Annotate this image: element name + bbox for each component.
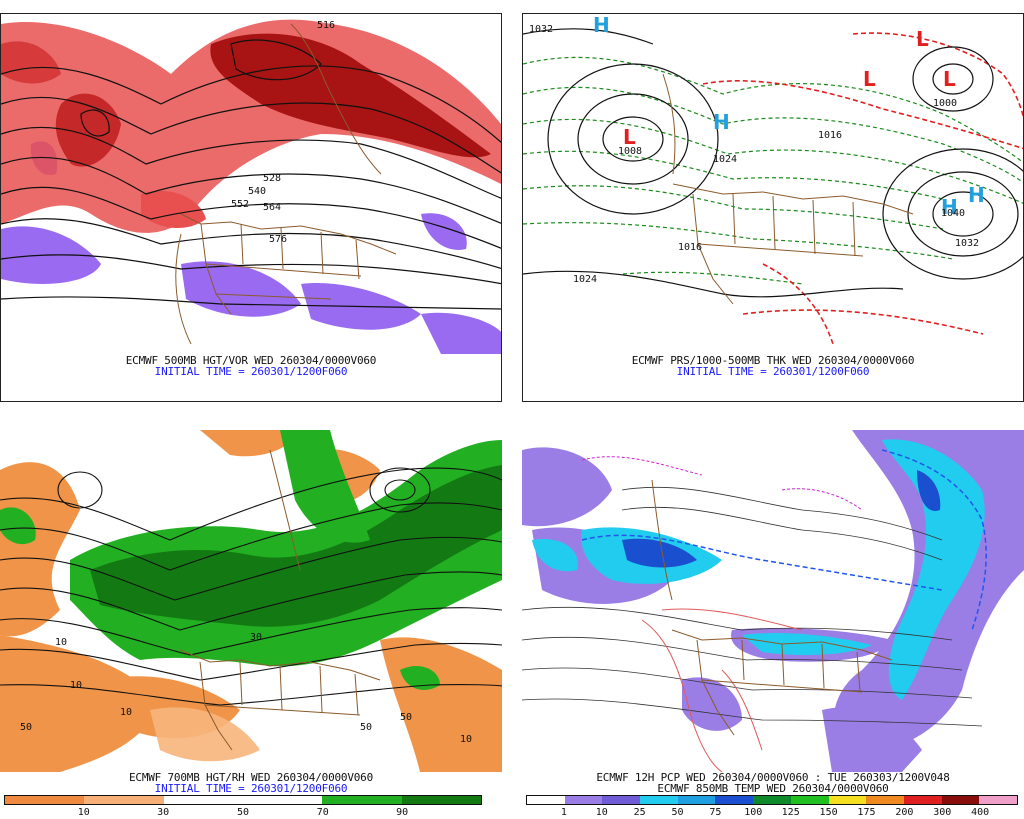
svg-text:10: 10 (70, 680, 82, 691)
panel-caption-init: INITIAL TIME = 260301/1200F060 (154, 365, 348, 378)
pressure-centers: H H H H L L L L (593, 14, 985, 219)
colorbar-label: 10 (595, 807, 608, 818)
panel-caption-title: ECMWF 700MB HGT/RH WED 260304/0000V060 (128, 771, 374, 784)
colorbar-label: 30 (157, 807, 170, 818)
panel-caption-init: INITIAL TIME = 260301/1200F060 (154, 782, 348, 795)
panel-caption-title: ECMWF 500MB HGT/VOR WED 260304/0000V060 (125, 354, 377, 367)
map-700mb-rh: 10 10 50 50 10 30 50 10 (0, 430, 502, 772)
colorbar-label: 70 (316, 807, 329, 818)
panel-pcp-850mb-temp: ECMWF 12H PCP WED 260304/0000V060 : TUE … (522, 430, 1024, 819)
isobar-label: 1008 (618, 146, 642, 157)
colorbar-label: 175 (857, 807, 876, 818)
map-mslp-thickness: H H H H L L L L 1032 1024 1016 1008 1000… (523, 14, 1023, 354)
freezing-line (581, 456, 863, 511)
political-borders (175, 23, 397, 345)
political-borders (179, 449, 381, 751)
colorbar-label: 90 (396, 807, 409, 818)
contour-label: 516 (317, 20, 335, 31)
colorbar-label: 300 (933, 807, 952, 818)
precip-colorbar-labels: 1 10 25 50 75 100 125 150 175 200 300 40… (526, 807, 1018, 819)
political-borders (662, 73, 914, 305)
colorbar-label: 50 (671, 807, 684, 818)
svg-text:50: 50 (360, 722, 372, 733)
colorbar-label: 1 (560, 807, 567, 818)
temperature-contours (522, 486, 983, 727)
colorbar-label: 50 (236, 807, 250, 818)
svg-text:30: 30 (250, 632, 262, 643)
contour-labels: 516 528 540 552 564 576 (231, 20, 335, 245)
isobar-label: 1000 (933, 98, 957, 109)
colorbar-label: 200 (895, 807, 914, 818)
panel-700mb-hgt-rh: 10 10 50 50 10 30 50 10 ECMWF 700MB HGT/RH WE… (0, 430, 502, 819)
map-precip-850mb-temp (522, 430, 1024, 772)
contour-label: 576 (269, 234, 287, 245)
isobar-label: 1024 (713, 154, 737, 165)
low-pressure-center: L (623, 125, 636, 149)
precip-heavy-areas (622, 470, 941, 568)
contour-label: 528 (263, 173, 281, 184)
height-contours (0, 467, 502, 706)
panel-500mb-hgt-vor: 516 528 540 552 564 576 ECMWF 500MB HGT/… (0, 13, 502, 402)
height-contours (1, 39, 501, 310)
precip-colorbar (526, 795, 1018, 805)
isobar-label: 1040 (941, 208, 965, 219)
colorbar-label: 150 (819, 807, 838, 818)
temperature-contours-warm (641, 608, 803, 772)
temperature-contours-cold (581, 449, 987, 631)
low-pressure-center: L (943, 67, 956, 91)
isobar-label: 1016 (818, 130, 842, 141)
map-500mb-vorticity: 516 528 540 552 564 576 (1, 14, 501, 354)
colorbar-label: 75 (709, 807, 722, 818)
high-pressure-center: H (713, 110, 730, 134)
isobar-labels: 1032 1024 1016 1008 1000 1040 1032 1024 … (529, 24, 979, 285)
panel-caption-init: INITIAL TIME = 260301/1200F060 (676, 365, 870, 378)
svg-text:10: 10 (120, 707, 132, 718)
colorbar-label: 125 (781, 807, 800, 818)
thickness-contours-cold (523, 56, 1023, 285)
panel-caption-subtitle: ECMWF 850MB TEMP WED 260304/0000V060 (657, 782, 889, 795)
high-pressure-center: H (968, 183, 985, 207)
isobar-label: 1016 (678, 242, 702, 253)
colorbar-label: 100 (744, 807, 763, 818)
low-pressure-center: L (863, 67, 876, 91)
colorbar-label: 400 (971, 807, 990, 818)
panel-caption-title: ECMWF PRS/1000-500MB THK WED 260304/0000… (631, 354, 915, 367)
isobar-label: 1032 (529, 24, 553, 35)
svg-text:50: 50 (400, 712, 412, 723)
high-pressure-center: H (941, 195, 958, 219)
contour-label: 564 (263, 202, 281, 213)
rh-colorbar (4, 795, 482, 805)
high-pressure-center: H (593, 14, 610, 37)
contour-label: 540 (248, 186, 266, 197)
dry-air-areas (0, 430, 502, 772)
low-pressure-center: L (916, 27, 929, 51)
panel-mslp-thickness: H H H H L L L L 1032 1024 1016 1008 1000… (522, 13, 1024, 402)
rh-colorbar-labels: 10 30 50 70 90 (4, 807, 482, 819)
political-borders (651, 479, 893, 736)
isobar-label: 1032 (955, 238, 979, 249)
colorbar-label: 10 (77, 807, 90, 818)
moist-air-areas (0, 430, 502, 690)
svg-text:50: 50 (20, 722, 32, 733)
svg-text:10: 10 (460, 734, 472, 745)
svg-text:10: 10 (55, 637, 67, 648)
colorbar-label: 25 (633, 807, 646, 818)
panel-caption-title: ECMWF 12H PCP WED 260304/0000V060 : TUE … (596, 771, 950, 784)
isobars (523, 28, 1023, 298)
isobar-label: 1024 (573, 274, 597, 285)
contour-label: 552 (231, 199, 249, 210)
